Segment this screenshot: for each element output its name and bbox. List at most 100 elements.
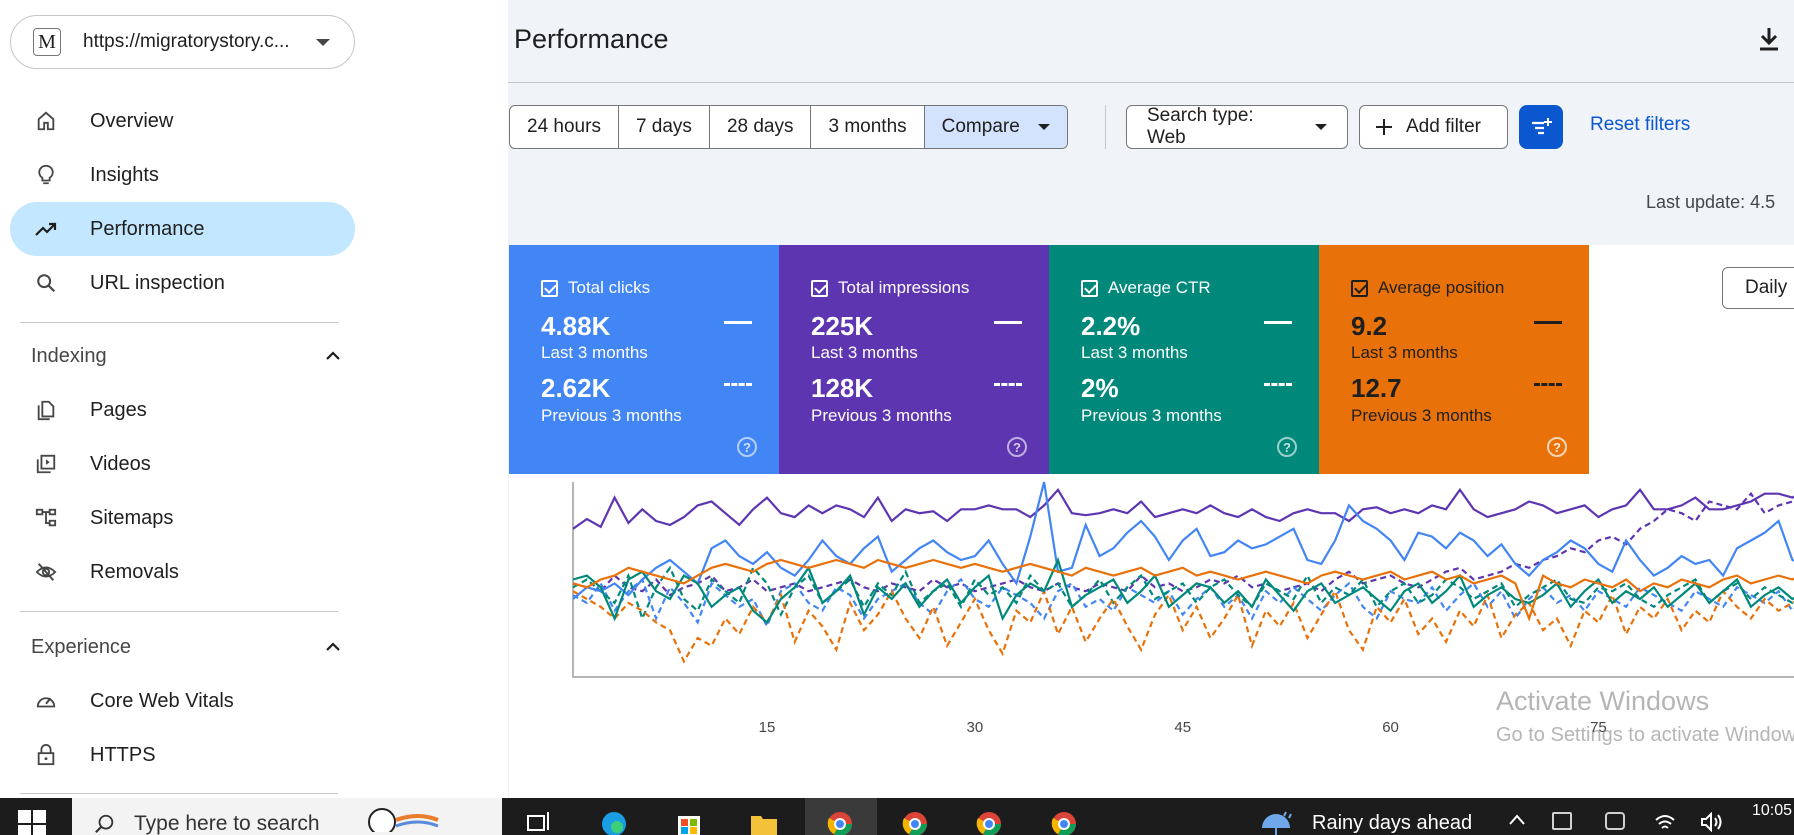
- camera-icon[interactable]: [1605, 812, 1625, 830]
- metric-title: Average position: [1351, 278, 1504, 298]
- chevron-down-icon: [316, 39, 330, 46]
- help-icon[interactable]: ?: [1277, 437, 1297, 457]
- volume-icon[interactable]: [1700, 812, 1724, 832]
- reset-filters-link[interactable]: Reset filters: [1590, 114, 1691, 135]
- help-icon[interactable]: ?: [1547, 437, 1567, 457]
- metric-previous-value: 12.7: [1351, 373, 1402, 403]
- main-content: Performance 24 hours 7 days 28 days 3 mo…: [508, 0, 1794, 798]
- metric-card-total-clicks[interactable]: Total clicks 4.88K Last 3 months 2.62K P…: [509, 245, 779, 474]
- search-icon: [95, 814, 114, 833]
- metric-current-label: Last 3 months: [541, 343, 648, 362]
- nav-item-core-web-vitals[interactable]: Core Web Vitals: [10, 674, 355, 728]
- metric-title: Total impressions: [811, 278, 969, 298]
- battery-icon[interactable]: [1552, 812, 1572, 830]
- nav-item-insights[interactable]: Insights: [10, 148, 355, 202]
- chrome-icon[interactable]: [901, 808, 929, 835]
- nav-item-https[interactable]: HTTPS: [10, 728, 355, 782]
- microsoft-store-icon[interactable]: [675, 808, 703, 835]
- nav-item-pages[interactable]: Pages: [10, 383, 355, 437]
- page-title: Performance: [514, 24, 669, 54]
- range-28-days[interactable]: 28 days: [710, 106, 812, 148]
- metric-card-total-impressions[interactable]: Total impressions 225K Last 3 months 128…: [779, 245, 1049, 474]
- x-tick-label: 15: [759, 719, 776, 736]
- download-icon[interactable]: [1758, 26, 1780, 52]
- nav-item-url-inspection[interactable]: URL inspection: [10, 256, 355, 310]
- activate-windows-hint: Go to Settings to activate Windows.: [1496, 724, 1794, 746]
- pages-icon: [34, 398, 58, 422]
- dashed-line-legend: [724, 383, 752, 386]
- file-explorer-icon[interactable]: [750, 808, 778, 835]
- metric-card-average-ctr[interactable]: Average CTR 2.2% Last 3 months 2% Previo…: [1049, 245, 1319, 474]
- nav-item-sitemaps[interactable]: Sitemaps: [10, 491, 355, 545]
- section-heading: Indexing: [31, 344, 107, 367]
- metric-title-text: Average position: [1378, 278, 1505, 297]
- series-line-total-impressions[interactable]: [572, 486, 1794, 530]
- dashed-line-legend: [1534, 383, 1562, 386]
- property-url: https://migratorystory.c...: [83, 31, 290, 52]
- solid-line-legend: [724, 321, 752, 324]
- range-3-months[interactable]: 3 months: [811, 106, 925, 148]
- nav-label: Overview: [90, 109, 174, 132]
- metric-current-value: 2.2%: [1081, 311, 1141, 341]
- taskbar-search[interactable]: Type here to search: [72, 798, 502, 835]
- search-type-label: Search type: Web: [1147, 105, 1254, 148]
- metric-current-label: Last 3 months: [1081, 343, 1188, 362]
- metric-title-text: Average CTR: [1108, 278, 1211, 297]
- granularity-dropdown[interactable]: Daily: [1722, 267, 1794, 309]
- divider: [20, 322, 338, 323]
- chevron-up-icon[interactable]: [1508, 812, 1526, 826]
- help-icon[interactable]: ?: [1007, 437, 1027, 457]
- chevron-down-icon: [1037, 124, 1050, 130]
- taskbar-search-placeholder: Type here to search: [134, 811, 320, 835]
- weather-widget[interactable]: Rainy days ahead: [1260, 810, 1472, 835]
- series-line-average-ctr-previous[interactable]: [572, 565, 1794, 622]
- windows-start-icon[interactable]: [18, 810, 48, 835]
- add-filter-button[interactable]: Add filter: [1359, 105, 1508, 149]
- checkbox-icon[interactable]: [1351, 279, 1368, 297]
- section-indexing[interactable]: Indexing: [31, 341, 341, 371]
- checkbox-icon[interactable]: [1081, 279, 1098, 297]
- checkbox-icon[interactable]: [541, 279, 558, 297]
- series-line-average-ctr[interactable]: [572, 556, 1794, 625]
- nav-item-removals[interactable]: Removals: [10, 545, 355, 599]
- range-7-days[interactable]: 7 days: [619, 106, 710, 148]
- metric-current-value: 4.88K: [541, 311, 611, 341]
- chevron-down-icon: [1315, 124, 1327, 130]
- filter-settings-button[interactable]: [1519, 105, 1563, 149]
- checkbox-icon[interactable]: [811, 279, 828, 297]
- chrome-icon[interactable]: [826, 808, 854, 835]
- series-line-average-position[interactable]: [572, 558, 1794, 622]
- chrome-icon[interactable]: [1050, 808, 1078, 835]
- series-line-total-clicks[interactable]: [572, 481, 1794, 600]
- edge-icon[interactable]: [600, 808, 628, 835]
- range-24-hours[interactable]: 24 hours: [510, 106, 619, 148]
- x-tick-label: 45: [1174, 719, 1191, 736]
- chart-axis: [572, 482, 1794, 678]
- wifi-icon[interactable]: [1654, 812, 1676, 832]
- trending-up-icon: [34, 217, 58, 241]
- lock-icon: [34, 743, 58, 767]
- lightbulb-icon: [34, 163, 58, 187]
- metric-card-average-position[interactable]: Average position 9.2 Last 3 months 12.7 …: [1319, 245, 1589, 474]
- nav-item-videos[interactable]: Videos: [10, 437, 355, 491]
- divider: [20, 611, 338, 612]
- sidebar: M https://migratorystory.c... Overview I…: [0, 0, 508, 798]
- activate-windows-watermark: Activate Windows: [1496, 686, 1710, 716]
- chrome-icon[interactable]: [975, 808, 1003, 835]
- nav-label: Sitemaps: [90, 506, 174, 529]
- compare-button[interactable]: Compare: [924, 106, 1067, 148]
- nav-item-performance[interactable]: Performance: [10, 202, 355, 256]
- series-line-total-clicks-previous[interactable]: [572, 577, 1794, 629]
- metric-title-text: Total clicks: [568, 278, 651, 297]
- help-icon[interactable]: ?: [737, 437, 757, 457]
- nav-item-overview[interactable]: Overview: [10, 94, 355, 148]
- add-filter-label: Add filter: [1406, 116, 1481, 137]
- section-experience[interactable]: Experience: [31, 632, 341, 662]
- property-selector[interactable]: M https://migratorystory.c...: [10, 15, 355, 69]
- task-view-icon[interactable]: [526, 808, 554, 835]
- search-type-dropdown[interactable]: Search type: Web: [1126, 105, 1348, 149]
- nav-label: Removals: [90, 560, 179, 583]
- metric-title-text: Total impressions: [838, 278, 970, 297]
- series-line-average-position-previous[interactable]: [572, 588, 1794, 664]
- clock[interactable]: 10:05: [1751, 802, 1792, 819]
